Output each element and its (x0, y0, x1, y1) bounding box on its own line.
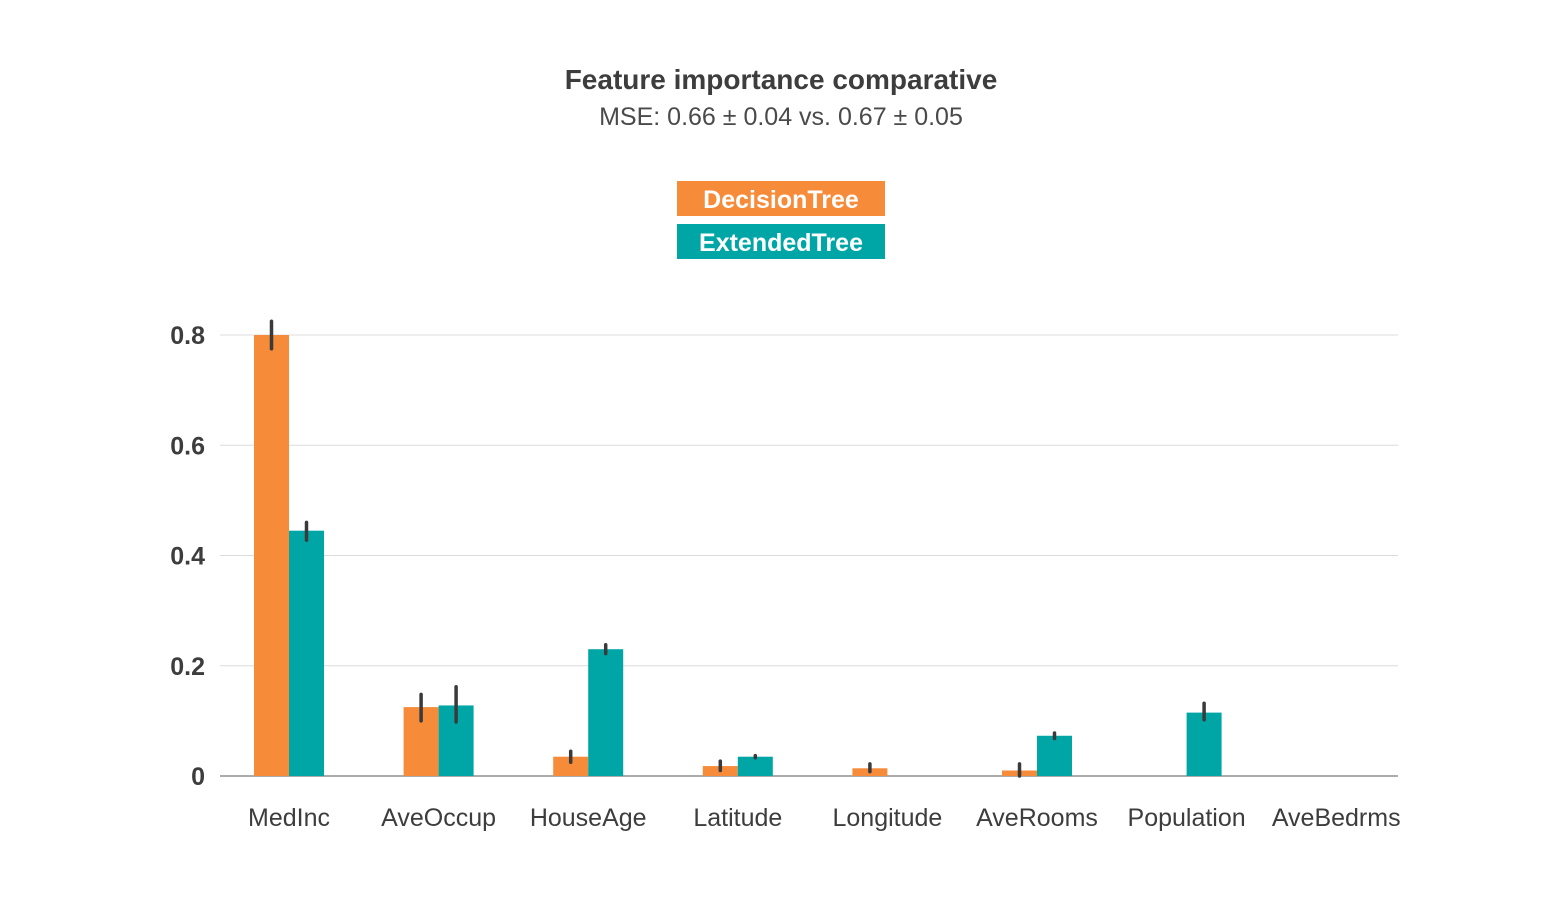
x-tick-label-longitude: Longitude (832, 804, 942, 832)
bar-decisiontree-medinc (254, 335, 289, 776)
bars (254, 335, 1222, 776)
legend-swatch (677, 224, 885, 259)
x-tick-label-medinc: MedInc (248, 804, 330, 832)
bar-decisiontree-houseage (553, 756, 589, 776)
legend-item-extendedtree: ExtendedTree (677, 224, 885, 259)
y-tick-label: 0.4 (170, 543, 205, 571)
y-tick-label: 0.8 (170, 322, 205, 350)
error-bars (269, 319, 1206, 778)
bar-extendedtree-latitude (737, 756, 773, 776)
legend-label: DecisionTree (703, 186, 859, 214)
y-tick-label: 0.2 (170, 653, 205, 681)
x-tick-label-population: Population (1128, 804, 1246, 832)
y-axis-ticks: 0 0.2 0.4 0.6 0.8 (170, 322, 205, 791)
x-tick-label-averooms: AveRooms (976, 804, 1098, 832)
x-tick-label-avebedrms: AveBedrms (1272, 804, 1401, 832)
legend: DecisionTree ExtendedTree (677, 181, 885, 259)
x-tick-label-aveoccup: AveOccup (381, 804, 496, 832)
bar-extendedtree-houseage (588, 649, 624, 776)
legend-item-decisiontree: DecisionTree (677, 181, 885, 216)
bar-extendedtree-population (1186, 712, 1222, 776)
bar-extendedtree-averooms (1037, 735, 1072, 776)
x-axis-ticks: MedInc AveOccup HouseAge Latitude Longitude A… (248, 804, 1401, 832)
legend-swatch (677, 181, 885, 216)
y-tick-label: 0 (191, 763, 205, 791)
x-tick-label-houseage: HouseAge (530, 804, 647, 832)
chart-title: Feature importance comparative (565, 64, 998, 95)
y-tick-label: 0.6 (170, 432, 205, 460)
chart-subtitle: MSE: 0.66 ± 0.04 vs. 0.67 ± 0.05 (599, 103, 963, 131)
gridlines (220, 334, 1398, 777)
x-tick-label-latitude: Latitude (693, 804, 782, 832)
bar-extendedtree-medinc (289, 530, 324, 776)
legend-label: ExtendedTree (699, 229, 863, 257)
